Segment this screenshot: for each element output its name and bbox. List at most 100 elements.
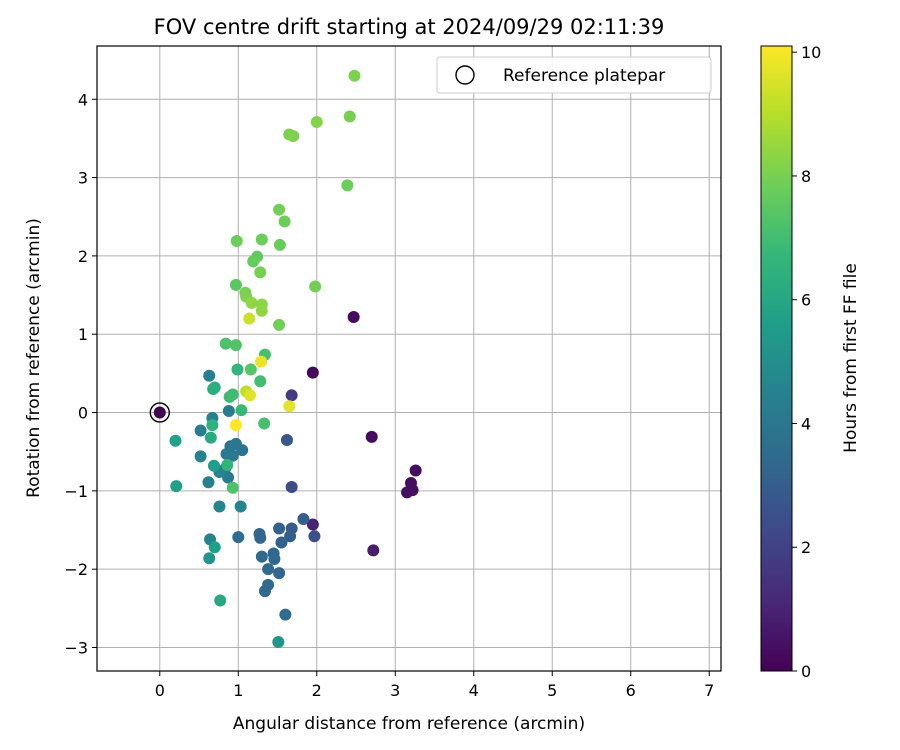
data-point: [278, 215, 291, 228]
data-point: [214, 594, 227, 607]
data-point: [219, 337, 232, 350]
y-tick-label: 1: [78, 325, 88, 344]
y-tick-label: −1: [64, 482, 88, 501]
data-point: [365, 430, 378, 443]
x-tick-label: 1: [233, 681, 243, 700]
y-tick-label: −3: [64, 639, 88, 658]
data-point: [255, 550, 268, 563]
data-point: [310, 115, 323, 128]
data-point: [221, 459, 234, 472]
colorbar-tick-label: 4: [801, 414, 811, 433]
data-point: [247, 255, 260, 268]
data-point: [244, 389, 257, 402]
data-point: [194, 424, 207, 437]
colorbar: 0 2 4 6 8 10 Hours from first FF file: [760, 43, 861, 681]
data-point: [232, 531, 245, 544]
colorbar-tick-label: 0: [801, 662, 811, 681]
data-point: [194, 450, 207, 463]
data-point: [254, 375, 267, 388]
data-point: [169, 434, 182, 447]
data-point: [229, 278, 242, 291]
y-tick-label: 3: [78, 169, 88, 188]
data-point: [229, 339, 242, 352]
data-point: [206, 419, 219, 432]
data-point: [297, 513, 310, 526]
data-point: [287, 130, 300, 143]
legend: Reference platepar: [436, 56, 712, 94]
x-tick-label: 0: [155, 681, 165, 700]
data-point: [275, 536, 288, 549]
data-point: [244, 363, 257, 376]
x-axis-label: Angular distance from reference (arcmin): [233, 714, 585, 734]
data-point: [268, 553, 281, 566]
data-point: [341, 179, 354, 192]
data-point: [234, 500, 247, 513]
y-axis-ticks: −3 −2 −1 0 1 2 3 4: [64, 90, 97, 658]
data-point: [347, 310, 360, 323]
data-point: [220, 448, 233, 461]
data-point: [258, 585, 271, 598]
colorbar-tick-label: 10: [801, 43, 821, 62]
data-point: [279, 608, 292, 621]
data-point: [222, 404, 235, 417]
data-point: [229, 437, 242, 450]
data-point: [306, 518, 319, 531]
data-point: [226, 388, 239, 401]
data-point: [170, 480, 183, 493]
y-tick-label: 4: [78, 90, 88, 109]
x-tick-label: 5: [547, 681, 557, 700]
x-tick-label: 6: [626, 681, 636, 700]
data-point: [273, 318, 286, 331]
data-point: [203, 369, 216, 382]
plot-frame: [96, 45, 722, 672]
data-point: [272, 636, 285, 649]
y-tick-label: 0: [78, 404, 88, 423]
plot-area: 0 1 2 3 4 5 6 7 −3 −2 −1 0 1 2 3 4: [64, 45, 722, 700]
data-point: [273, 567, 286, 580]
data-point: [273, 238, 286, 251]
data-point: [243, 312, 256, 325]
data-point: [208, 541, 221, 554]
data-point: [255, 233, 268, 246]
data-point: [204, 431, 217, 444]
legend-box: [436, 56, 712, 94]
data-point: [153, 406, 166, 419]
x-tick-label: 7: [704, 681, 714, 700]
data-point: [231, 363, 244, 376]
data-point: [229, 419, 242, 432]
data-point: [285, 480, 298, 493]
colorbar-tick-label: 8: [801, 167, 811, 186]
x-tick-label: 2: [312, 681, 322, 700]
data-point: [254, 266, 267, 279]
data-point: [409, 464, 422, 477]
colorbar-ticks: 0 2 4 6 8 10: [792, 43, 821, 681]
data-point: [226, 481, 239, 494]
data-point: [273, 522, 286, 535]
data-point: [245, 296, 258, 309]
data-point: [284, 530, 297, 543]
data-point: [254, 531, 267, 544]
legend-reference-marker: [455, 65, 475, 85]
data-point: [280, 433, 293, 446]
colorbar-gradient: [761, 46, 792, 671]
x-tick-label: 4: [469, 681, 479, 700]
colorbar-tick-label: 6: [801, 291, 811, 310]
colorbar-tick-label: 2: [801, 538, 811, 557]
data-point: [207, 383, 220, 396]
x-axis-ticks: 0 1 2 3 4 5 6 7: [155, 671, 714, 700]
reference-marker: [149, 402, 170, 423]
data-point: [258, 417, 271, 430]
data-point: [235, 404, 248, 417]
data-point: [348, 69, 361, 82]
data-point: [273, 203, 286, 216]
data-point: [255, 304, 268, 317]
data-point: [309, 280, 322, 293]
data-point: [203, 552, 216, 565]
grid: [97, 46, 721, 671]
chart-title: FOV centre drift starting at 2024/09/29 …: [154, 15, 665, 39]
colorbar-frame: [760, 45, 793, 672]
data-point: [202, 476, 215, 489]
reference-marker-group: [149, 402, 170, 423]
data-point: [230, 235, 243, 248]
